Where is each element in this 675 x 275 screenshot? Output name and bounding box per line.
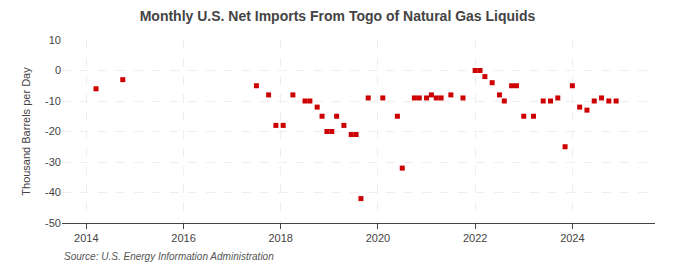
svg-text:Thousand Barrels per Day: Thousand Barrels per Day [20,67,32,196]
svg-text:2014: 2014 [74,232,98,244]
svg-text:10: 10 [49,34,61,46]
svg-text:2024: 2024 [560,232,584,244]
svg-text:2016: 2016 [171,232,195,244]
svg-text:2018: 2018 [268,232,292,244]
svg-text:Monthly U.S. Net Imports From: Monthly U.S. Net Imports From Togo of Na… [140,8,536,24]
svg-text:-30: -30 [45,156,61,168]
svg-text:-10: -10 [45,95,61,107]
svg-text:Source: U.S. Energy Informatio: Source: U.S. Energy Information Administ… [64,251,274,262]
svg-text:-50: -50 [45,217,61,229]
svg-text:-40: -40 [45,186,61,198]
svg-text:-20: -20 [45,125,61,137]
svg-text:2020: 2020 [366,232,390,244]
svg-text:2022: 2022 [463,232,487,244]
svg-text:0: 0 [55,64,61,76]
